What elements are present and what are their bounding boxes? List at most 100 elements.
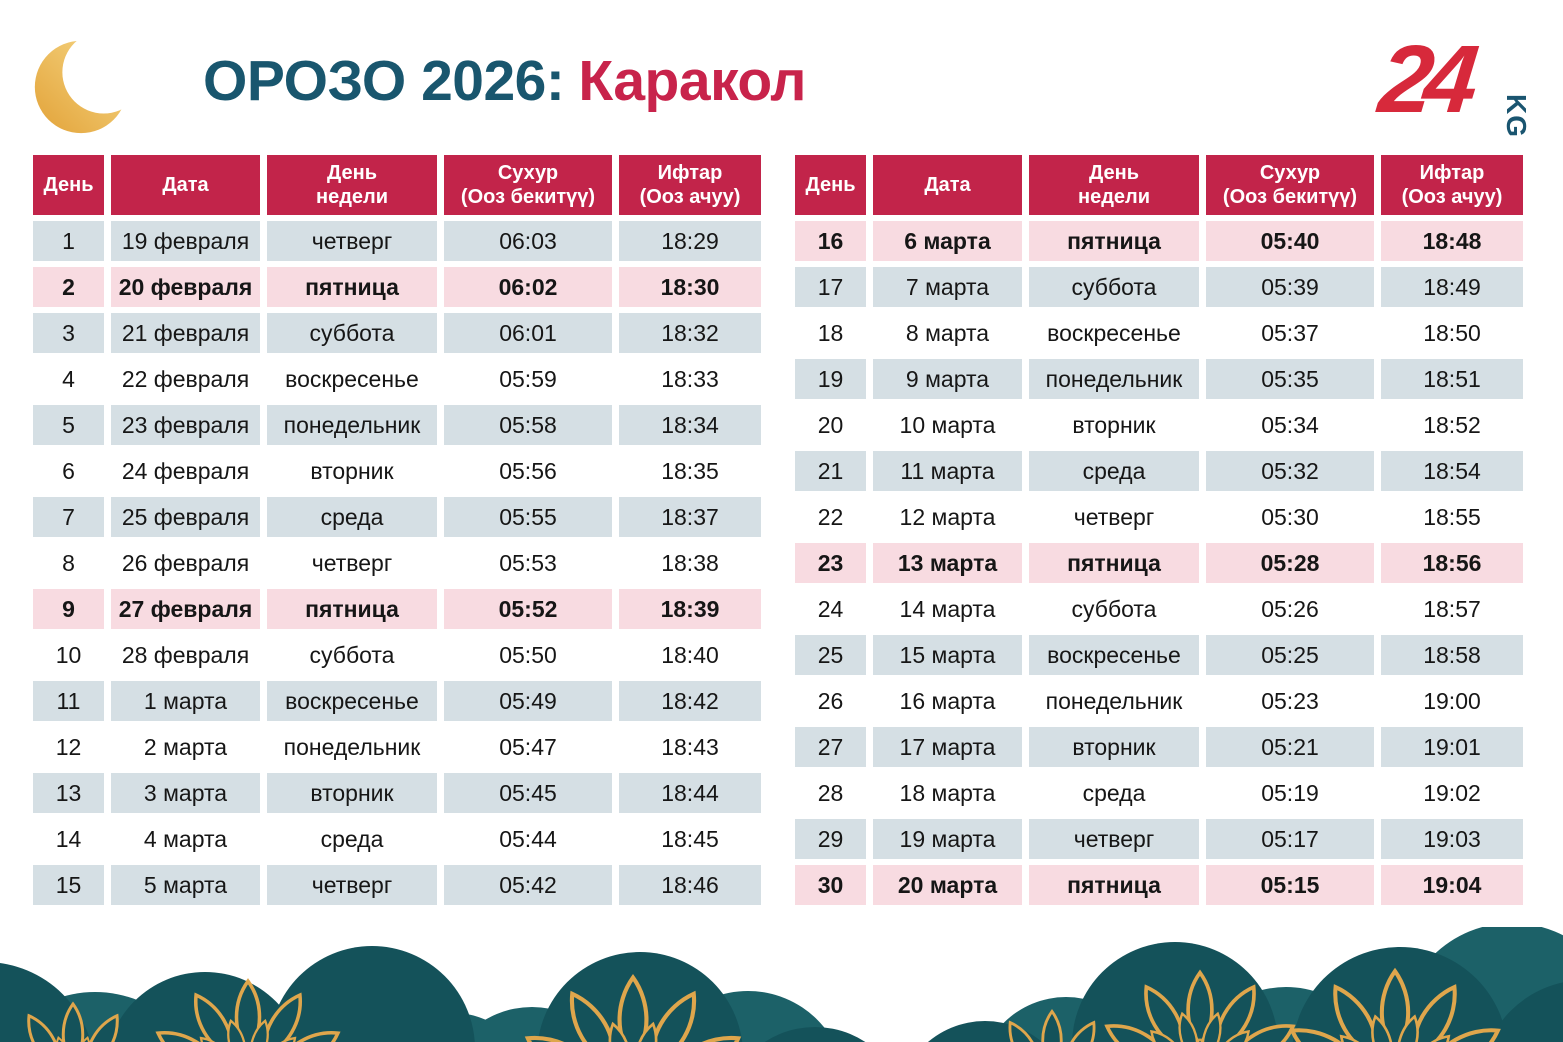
cell-iftar: 18:42 — [619, 681, 761, 721]
cell-day: 17 — [795, 267, 866, 307]
column-header: Ифтар (Ооз ачуу) — [1381, 155, 1523, 215]
cell-weekday: суббота — [1029, 589, 1199, 629]
logo-24kg: 24 KG — [1374, 26, 1532, 138]
cell-date: 7 марта — [873, 267, 1022, 307]
cell-weekday: понедельник — [267, 405, 437, 445]
cell-weekday: четверг — [267, 865, 437, 905]
cell-weekday: пятница — [1029, 865, 1199, 905]
cell-suhur: 05:47 — [444, 727, 612, 767]
cell-date: 17 марта — [873, 727, 1022, 767]
cell-date: 24 февраля — [111, 451, 260, 491]
cell-suhur: 05:59 — [444, 359, 612, 399]
cell-iftar: 19:03 — [1381, 819, 1523, 859]
cell-day: 18 — [795, 313, 866, 353]
column-header: Сухур (Ооз бекитүү) — [444, 155, 612, 215]
cell-weekday: пятница — [267, 589, 437, 629]
cell-suhur: 05:19 — [1206, 773, 1374, 813]
cell-suhur: 05:49 — [444, 681, 612, 721]
cell-iftar: 18:29 — [619, 221, 761, 261]
cell-day: 12 — [33, 727, 104, 767]
cell-day: 13 — [33, 773, 104, 813]
cell-weekday: среда — [1029, 451, 1199, 491]
crescent-moon-icon — [34, 30, 143, 134]
cell-suhur: 05:56 — [444, 451, 612, 491]
cell-weekday: среда — [267, 497, 437, 537]
cell-weekday: четверг — [1029, 819, 1199, 859]
cell-date: 18 марта — [873, 773, 1022, 813]
cell-weekday: понедельник — [267, 727, 437, 767]
cell-iftar: 18:45 — [619, 819, 761, 859]
cell-suhur: 05:35 — [1206, 359, 1374, 399]
column-header: Дата — [873, 155, 1022, 215]
cell-weekday: пятница — [267, 267, 437, 307]
cell-weekday: суббота — [267, 635, 437, 675]
cell-date: 11 марта — [873, 451, 1022, 491]
cell-day: 8 — [33, 543, 104, 583]
cell-weekday: вторник — [1029, 405, 1199, 445]
cell-weekday: четверг — [267, 221, 437, 261]
cell-suhur: 05:28 — [1206, 543, 1374, 583]
cell-weekday: вторник — [267, 451, 437, 491]
cell-date: 23 февраля — [111, 405, 260, 445]
cell-suhur: 05:37 — [1206, 313, 1374, 353]
cell-date: 25 февраля — [111, 497, 260, 537]
cell-date: 28 февраля — [111, 635, 260, 675]
cell-iftar: 18:39 — [619, 589, 761, 629]
cell-iftar: 18:32 — [619, 313, 761, 353]
cell-suhur: 05:55 — [444, 497, 612, 537]
schedule-table-days-16-30: День Дата День недели Сухур (Ооз бекитүү) Иф… — [795, 155, 1523, 905]
cell-suhur: 06:03 — [444, 221, 612, 261]
cell-weekday: понедельник — [1029, 359, 1199, 399]
cell-suhur: 05:40 — [1206, 221, 1374, 261]
cell-date: 8 марта — [873, 313, 1022, 353]
cell-day: 29 — [795, 819, 866, 859]
cell-date: 14 марта — [873, 589, 1022, 629]
cell-weekday: воскресенье — [267, 681, 437, 721]
cell-date: 19 марта — [873, 819, 1022, 859]
cell-iftar: 18:40 — [619, 635, 761, 675]
cell-date: 21 февраля — [111, 313, 260, 353]
cell-date: 16 марта — [873, 681, 1022, 721]
cell-iftar: 19:01 — [1381, 727, 1523, 767]
cell-day: 7 — [33, 497, 104, 537]
cell-iftar: 18:49 — [1381, 267, 1523, 307]
cell-weekday: среда — [267, 819, 437, 859]
cell-suhur: 05:25 — [1206, 635, 1374, 675]
cell-suhur: 05:50 — [444, 635, 612, 675]
column-header: День недели — [1029, 155, 1199, 215]
cell-suhur: 05:58 — [444, 405, 612, 445]
cell-weekday: вторник — [1029, 727, 1199, 767]
cell-iftar: 18:57 — [1381, 589, 1523, 629]
cell-weekday: понедельник — [1029, 681, 1199, 721]
cell-iftar: 18:51 — [1381, 359, 1523, 399]
cell-date: 15 марта — [873, 635, 1022, 675]
cell-suhur: 05:23 — [1206, 681, 1374, 721]
cell-weekday: суббота — [267, 313, 437, 353]
cell-suhur: 05:44 — [444, 819, 612, 859]
cell-date: 5 марта — [111, 865, 260, 905]
cell-date: 13 марта — [873, 543, 1022, 583]
cell-date: 19 февраля — [111, 221, 260, 261]
cell-weekday: вторник — [267, 773, 437, 813]
cell-suhur: 06:02 — [444, 267, 612, 307]
cell-weekday: пятница — [1029, 221, 1199, 261]
cell-weekday: воскресенье — [267, 359, 437, 399]
cell-suhur: 05:26 — [1206, 589, 1374, 629]
cell-date: 27 февраля — [111, 589, 260, 629]
cell-day: 19 — [795, 359, 866, 399]
title-city: Каракол — [578, 49, 806, 113]
cell-iftar: 18:30 — [619, 267, 761, 307]
logo-24-text: 24 — [1374, 26, 1475, 133]
cell-day: 9 — [33, 589, 104, 629]
cell-day: 28 — [795, 773, 866, 813]
cell-date: 3 марта — [111, 773, 260, 813]
cell-day: 15 — [33, 865, 104, 905]
cell-date: 2 марта — [111, 727, 260, 767]
cell-weekday: четверг — [267, 543, 437, 583]
cell-day: 11 — [33, 681, 104, 721]
cell-date: 20 февраля — [111, 267, 260, 307]
logo-kg-text: KG — [1501, 94, 1532, 138]
cell-iftar: 18:46 — [619, 865, 761, 905]
cell-suhur: 05:34 — [1206, 405, 1374, 445]
